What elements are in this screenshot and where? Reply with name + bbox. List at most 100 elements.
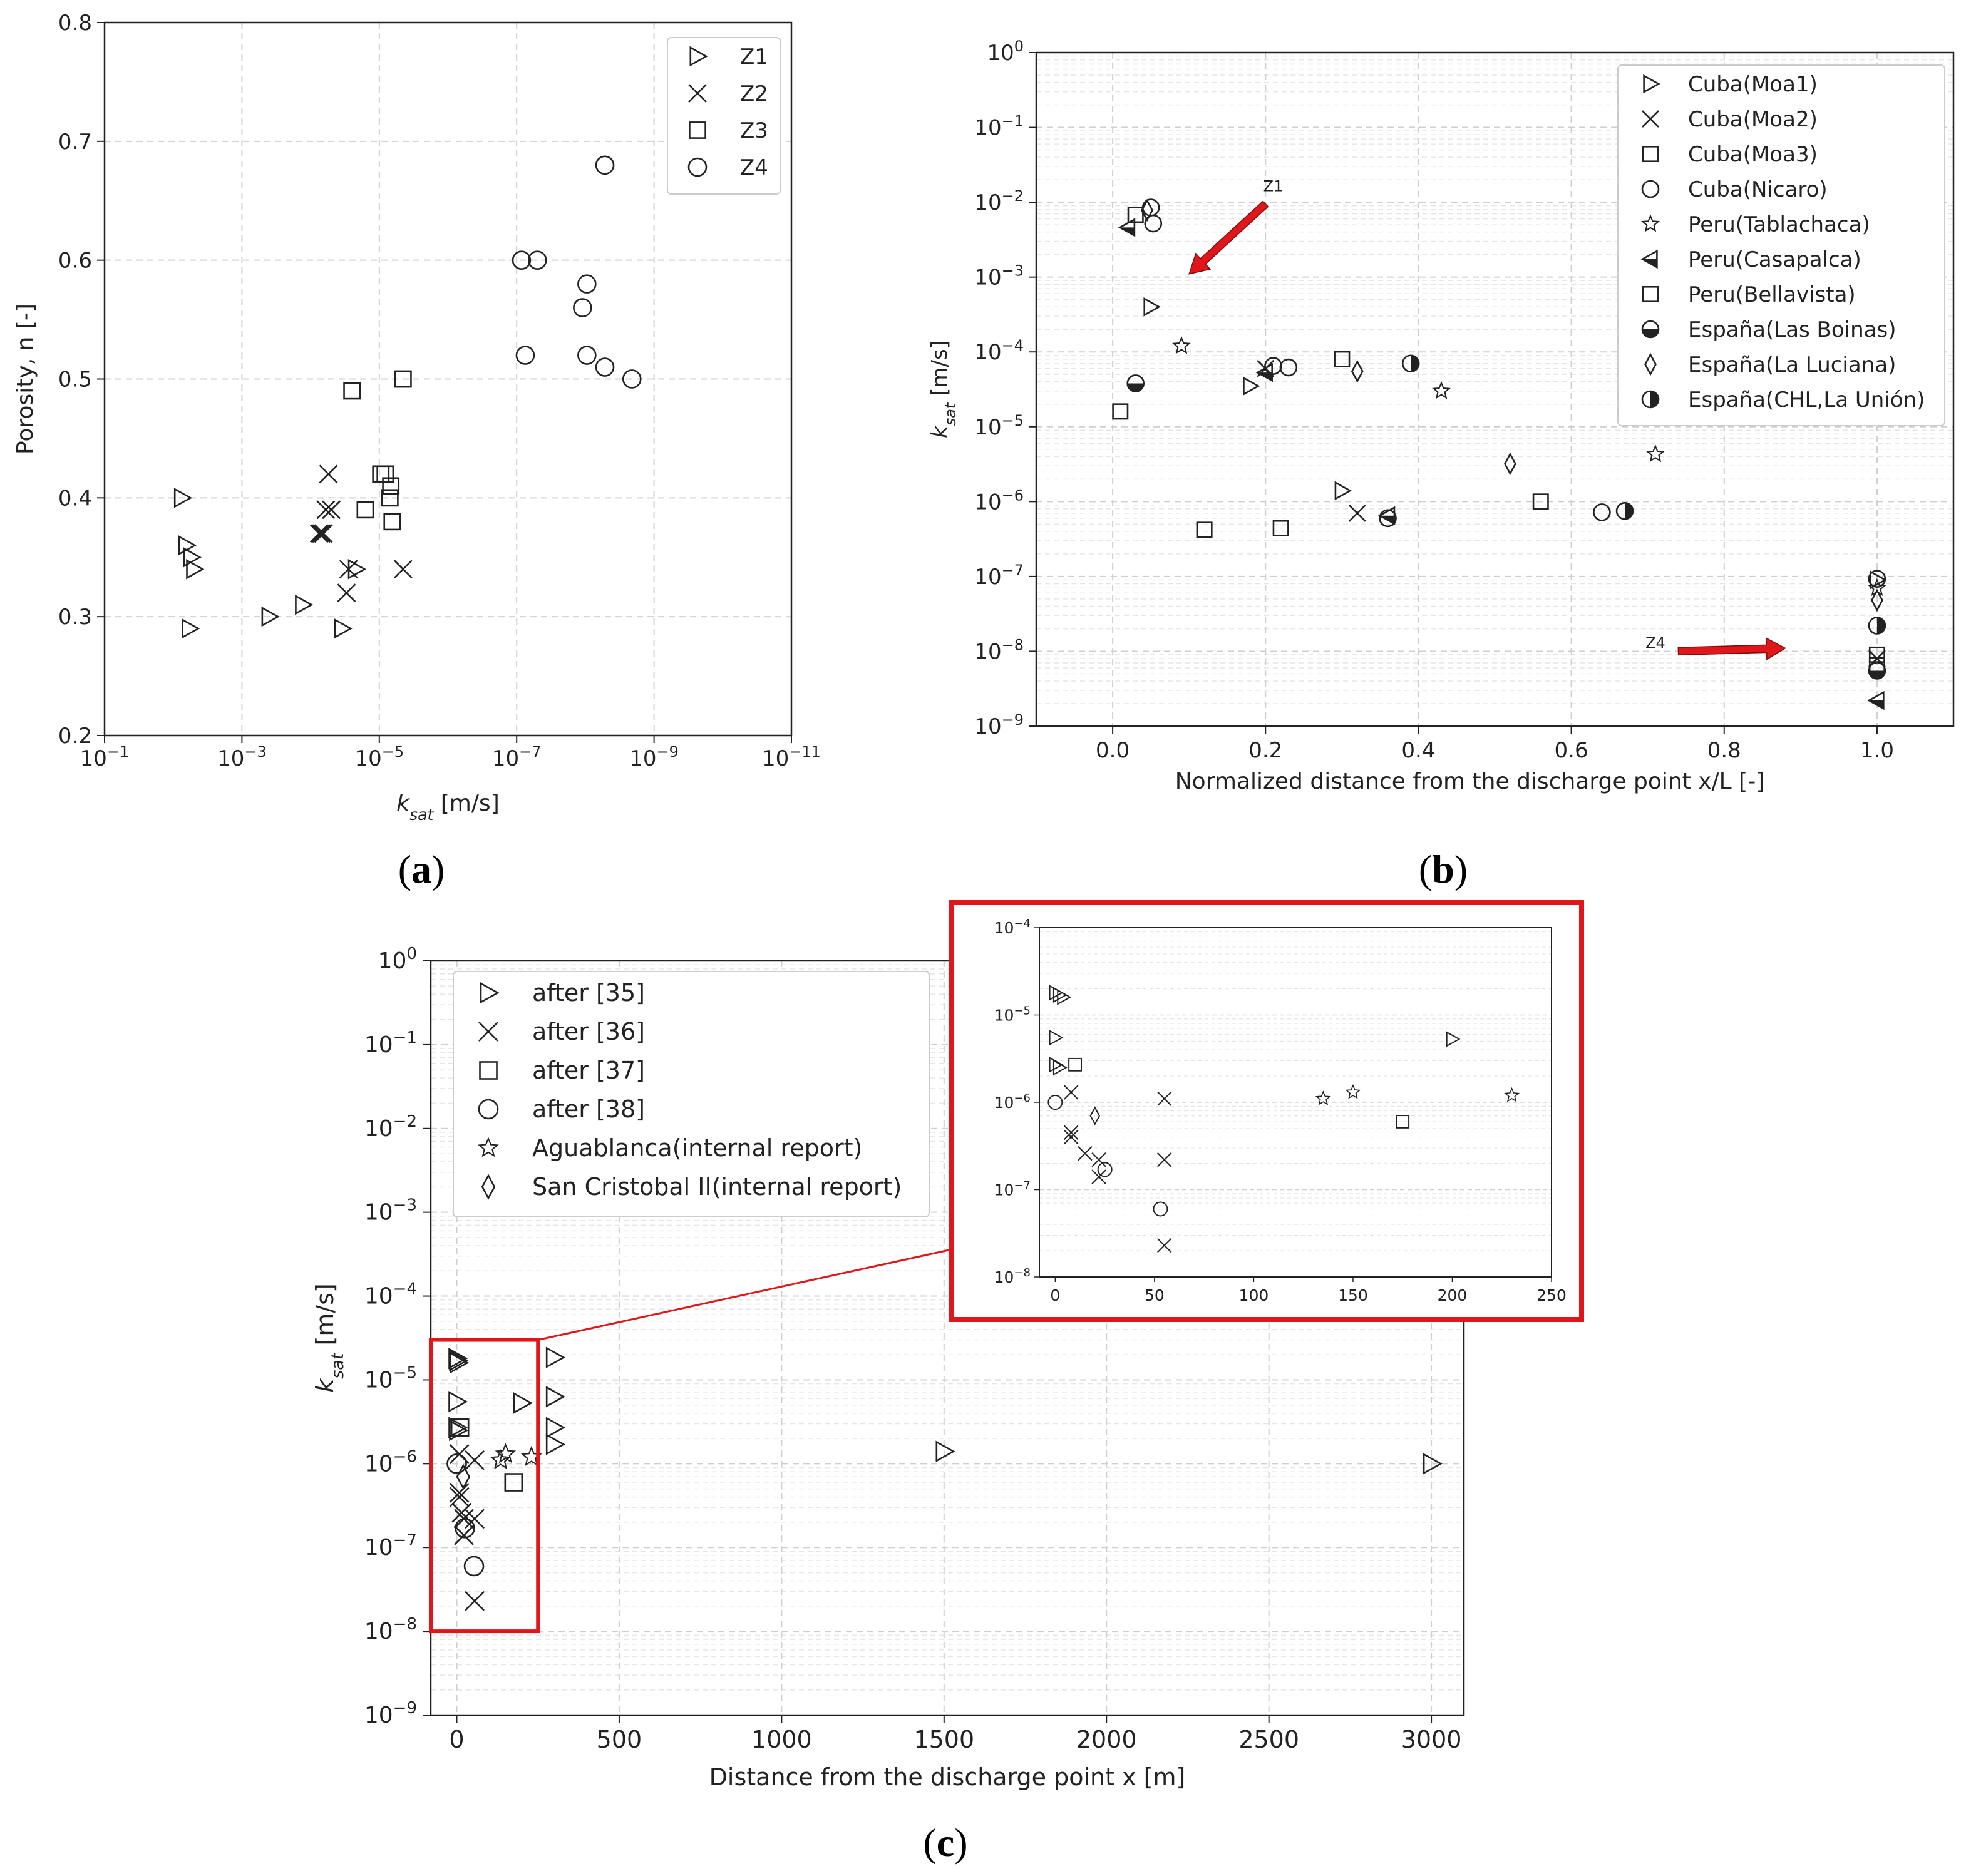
panel-c-y-tick-label: 10−7 bbox=[364, 1531, 417, 1561]
panel-c-legend-marker bbox=[478, 1022, 498, 1042]
panel-b-legend-label: Cuba(Moa3) bbox=[1688, 142, 1818, 167]
panel-c-inset-point bbox=[1396, 1115, 1410, 1129]
panel-b-point bbox=[1351, 359, 1364, 383]
panel-a-point bbox=[622, 369, 642, 389]
panel-b-letter: (b) bbox=[1419, 847, 1468, 891]
panel-a-x-axis-label: ksat [m/s] bbox=[396, 791, 500, 824]
panel-b-point bbox=[1868, 570, 1886, 588]
panel-b-y-tick-label: 100 bbox=[987, 38, 1024, 66]
panel-c-y-axis-label: ksat [m/s] bbox=[311, 1283, 347, 1393]
panel-c-point bbox=[465, 1450, 485, 1470]
panel-a-x-tick-label: 10−7 bbox=[492, 743, 542, 771]
panel-a-point bbox=[382, 477, 400, 495]
panel-c-y-tick-label: 10−2 bbox=[364, 1112, 417, 1142]
panel-c-inset-x-tick-label: 200 bbox=[1438, 1286, 1468, 1304]
panel-a-y-axis-label: Porosity, n [-] bbox=[13, 304, 38, 454]
panel-a-point bbox=[577, 346, 597, 365]
panel-c-x-tick-label: 2500 bbox=[1238, 1726, 1299, 1753]
panel-b-point bbox=[1243, 376, 1260, 396]
panel-c-frame bbox=[430, 960, 1465, 1716]
panel-c-point bbox=[448, 1390, 468, 1413]
panel-c-point bbox=[490, 1449, 512, 1470]
panel-c-zoom-connector bbox=[537, 1248, 952, 1341]
panel-c-x-tick-label: 1500 bbox=[914, 1726, 974, 1753]
panel-b-point bbox=[1118, 218, 1136, 237]
panel-c-point bbox=[454, 1525, 474, 1545]
panel-b-legend-label: Peru(Casapalca) bbox=[1688, 247, 1861, 272]
panel-b-legend-marker bbox=[1642, 110, 1659, 128]
panel-c-inset-y-tick-label: 10−8 bbox=[994, 1266, 1031, 1287]
panel-c-legend bbox=[453, 971, 930, 1217]
panel-c-y-tick-label: 10−9 bbox=[364, 1699, 417, 1728]
panel-b-y-tick-label: 10−9 bbox=[974, 711, 1024, 739]
panel-c-inset-point bbox=[1091, 1152, 1106, 1167]
panel-b-legend-marker bbox=[1644, 352, 1657, 376]
panel-a-point bbox=[595, 357, 615, 377]
panel-a-point bbox=[319, 464, 338, 484]
panel-a-legend-marker bbox=[687, 157, 708, 177]
panel-c-inset-point bbox=[1049, 1030, 1064, 1046]
panel-c-letter: (c) bbox=[923, 1820, 967, 1865]
panel-a-point bbox=[343, 382, 361, 400]
panel-c-legend-label: San Cristobal II(internal report) bbox=[532, 1173, 902, 1201]
panel-b-legend-label: Cuba(Moa2) bbox=[1688, 107, 1818, 132]
panel-a-x-tick-label: 10−11 bbox=[762, 743, 821, 771]
panel-b-y-tick-label: 10−7 bbox=[974, 561, 1024, 590]
panel-a-y-tick-label: 0.2 bbox=[58, 724, 92, 749]
panel-b-y-tick-label: 10−3 bbox=[974, 262, 1024, 290]
panel-c-point bbox=[513, 1392, 533, 1414]
panel-b-legend-label: España(CHL,La Unión) bbox=[1688, 387, 1925, 413]
panel-c-point bbox=[456, 1463, 471, 1490]
panel-a-y-tick-label: 0.7 bbox=[58, 130, 92, 155]
panel-a-point bbox=[356, 501, 374, 519]
panel-a-legend-label: Z3 bbox=[740, 118, 768, 143]
panel-c-point bbox=[495, 1443, 517, 1463]
panel-c-legend-marker bbox=[481, 1174, 496, 1200]
panel-b-point bbox=[1255, 362, 1273, 382]
panel-c-inset-point bbox=[1057, 989, 1072, 1005]
panel-a-x-tick-label: 10−9 bbox=[629, 743, 679, 771]
panel-b-point bbox=[1272, 520, 1289, 536]
panel-b-point bbox=[1334, 481, 1352, 501]
panel-c-inset-point bbox=[1097, 1162, 1113, 1177]
panel-b-x-axis-label: Normalized distance from the discharge p… bbox=[1175, 769, 1764, 794]
panel-c-legend-label: after [37] bbox=[532, 1057, 645, 1084]
panel-a-y-tick-label: 0.8 bbox=[58, 11, 92, 36]
panel-b-legend-label: Peru(Bellavista) bbox=[1688, 282, 1856, 307]
panel-b-legend-label: España(La Luciana) bbox=[1688, 352, 1896, 377]
panel-c-x-tick-label: 3000 bbox=[1401, 1726, 1462, 1753]
panel-c-point bbox=[935, 1440, 955, 1462]
panel-b-legend-label: España(Las Boinas) bbox=[1688, 317, 1897, 342]
panel-b-y-tick-label: 10−1 bbox=[974, 113, 1024, 141]
panel-b-legend-marker bbox=[1641, 214, 1660, 232]
panel-c-inset-x-tick-label: 250 bbox=[1536, 1286, 1567, 1304]
panel-c-legend-marker bbox=[478, 1099, 499, 1120]
panel-b-y-tick-label: 10−4 bbox=[974, 337, 1024, 365]
panel-a-point bbox=[577, 274, 597, 294]
panel-b-x-tick-label: 0.8 bbox=[1707, 738, 1741, 763]
panel-c-legend-label: Aguablanca(internal report) bbox=[532, 1134, 862, 1162]
panel-c-point bbox=[446, 1453, 467, 1474]
panel-b-y-tick-label: 10−6 bbox=[974, 486, 1024, 515]
panel-a-point bbox=[381, 489, 399, 507]
panel-a-point bbox=[183, 547, 202, 568]
panel-a-point bbox=[173, 488, 193, 508]
panel-a-point bbox=[314, 524, 333, 543]
panel-c-legend-label: after [38] bbox=[532, 1095, 645, 1123]
panel-b-legend-label: Cuba(Moa1) bbox=[1688, 72, 1818, 97]
panel-c-y-tick-label: 10−6 bbox=[364, 1447, 417, 1477]
panel-c-inset-point bbox=[1157, 1238, 1172, 1253]
panel-c-inset-point bbox=[1345, 1084, 1361, 1099]
panel-c-inset-point bbox=[1315, 1090, 1331, 1105]
panel-c-inset-point bbox=[1091, 1169, 1106, 1184]
panel-a-point bbox=[312, 524, 331, 543]
panel-b-point bbox=[1141, 198, 1153, 222]
panel-c-point bbox=[545, 1386, 565, 1408]
panel-b-point bbox=[1532, 493, 1549, 510]
panel-c-inset-point bbox=[1064, 1085, 1079, 1100]
panel-a-legend bbox=[667, 37, 781, 195]
panel-a-point bbox=[309, 524, 329, 543]
panel-c-point bbox=[545, 1346, 565, 1368]
panel-b-x-tick-label: 0.4 bbox=[1401, 738, 1435, 763]
